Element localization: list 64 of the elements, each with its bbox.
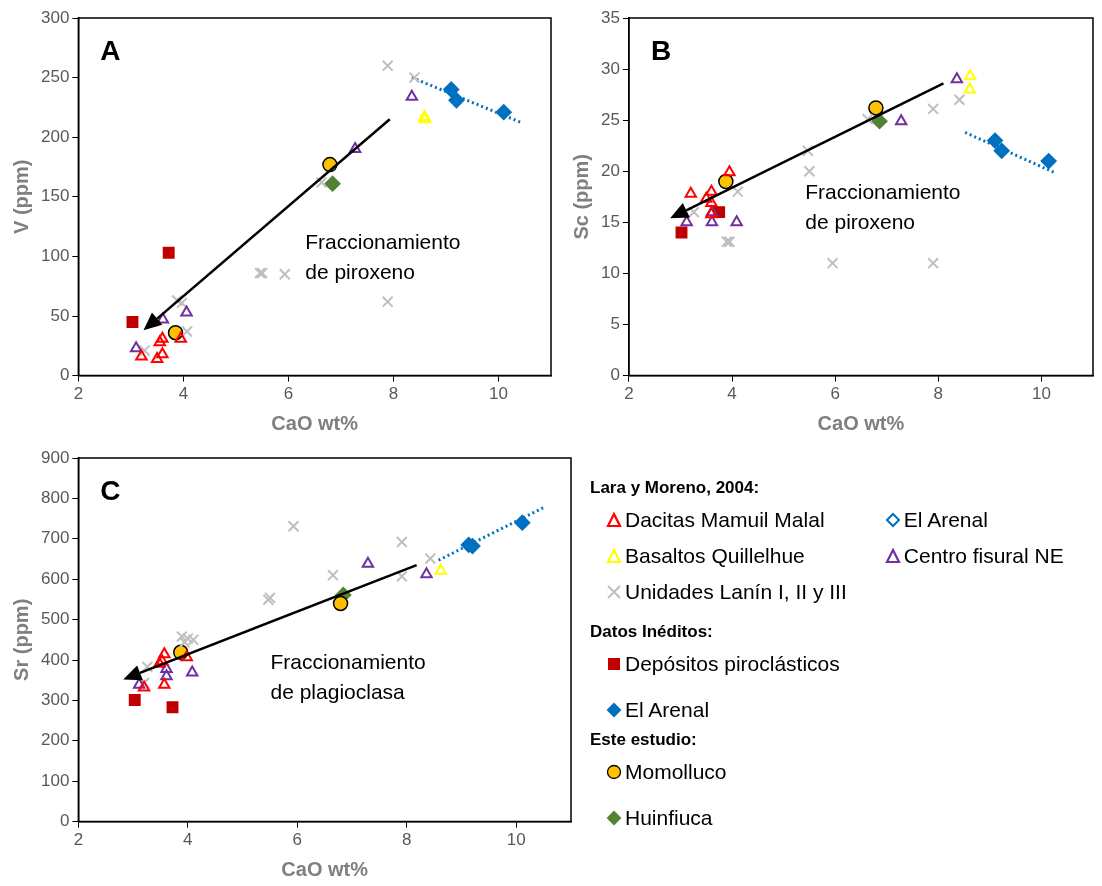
y-tick-label: 400 (40, 649, 70, 669)
legend-label: Centro fisural NE (903, 544, 1064, 568)
legend-label: Unidades Lanín I, II y III (625, 580, 847, 604)
x-tick-label: 10 (489, 384, 508, 404)
text: C (100, 474, 121, 506)
text: Lara y Moreno, 2004: (590, 478, 761, 498)
text: A (100, 34, 121, 66)
x-axis-title: CaO wt% (271, 411, 359, 434)
legend-label: El Arenal (903, 508, 988, 532)
y-tick-label: 0 (59, 811, 70, 831)
y-axis-title: Sc (ppm) (569, 154, 592, 240)
x-tick-label: 2 (73, 830, 84, 850)
y-tick-label: 700 (40, 528, 70, 548)
y-tick-label: 0 (59, 365, 70, 385)
text: Este estudio: (590, 730, 698, 750)
annotation: Fraccionamiento de plagioclasa (270, 649, 426, 703)
x-tick-label: 4 (727, 384, 737, 404)
x-tick-label: 2 (73, 384, 84, 404)
y-tick-label: 25 (600, 109, 620, 129)
y-tick-label: 500 (40, 609, 70, 629)
y-tick-label: 200 (40, 730, 70, 750)
x-tick-label: 10 (1031, 384, 1051, 404)
x-tick-label: 4 (183, 830, 193, 850)
y-tick-label: 0 (610, 365, 620, 385)
y-tick-label: 150 (40, 186, 70, 206)
x-tick-label: 8 (933, 384, 944, 404)
y-tick-label: 300 (40, 690, 70, 710)
y-tick-label: 200 (40, 126, 70, 146)
x-tick-label: 8 (402, 830, 412, 850)
legend-label: Momolluco (625, 760, 727, 784)
y-tick-label: 35 (600, 7, 620, 27)
y-tick-label: 800 (40, 488, 70, 508)
y-tick-label: 250 (40, 67, 70, 87)
legend-label: Depósitos piroclásticos (625, 652, 840, 676)
x-axis-title: CaO wt% (281, 857, 369, 880)
annotation: Fraccionamiento de piroxeno (305, 229, 461, 283)
x-tick-label: 6 (830, 384, 840, 404)
y-tick-label: 5 (610, 314, 620, 334)
text: Datos Inéditos: (590, 622, 714, 642)
x-tick-label: 8 (388, 384, 399, 404)
y-axis-title: V (ppm) (9, 159, 32, 235)
y-tick-label: 10 (600, 263, 620, 283)
y-tick-label: 15 (600, 212, 620, 232)
y-tick-label: 300 (40, 7, 70, 27)
y-tick-label: 50 (50, 305, 70, 325)
x-tick-label: 6 (292, 830, 303, 850)
y-tick-label: 30 (600, 58, 620, 78)
x-axis-title: CaO wt% (817, 411, 905, 434)
y-tick-label: 900 (40, 447, 70, 467)
y-tick-label: 100 (40, 770, 70, 790)
legend-label: Dacitas Mamuil Malal (625, 508, 825, 532)
annotation: Fraccionamiento de piroxeno (805, 179, 961, 233)
text: B (650, 34, 672, 66)
y-tick-label: 600 (40, 568, 70, 588)
legend-label: El Arenal (625, 698, 710, 722)
y-tick-label: 100 (40, 246, 70, 266)
y-tick-label: 20 (600, 160, 620, 180)
x-tick-label: 6 (283, 384, 294, 404)
legend-label: Huinfiuca (625, 806, 713, 830)
x-tick-label: 10 (506, 830, 526, 850)
legend-label: Basaltos Quillelhue (625, 544, 805, 568)
y-axis-title: Sr (ppm) (9, 598, 32, 681)
x-tick-label: 2 (624, 384, 634, 404)
x-tick-label: 4 (178, 384, 189, 404)
